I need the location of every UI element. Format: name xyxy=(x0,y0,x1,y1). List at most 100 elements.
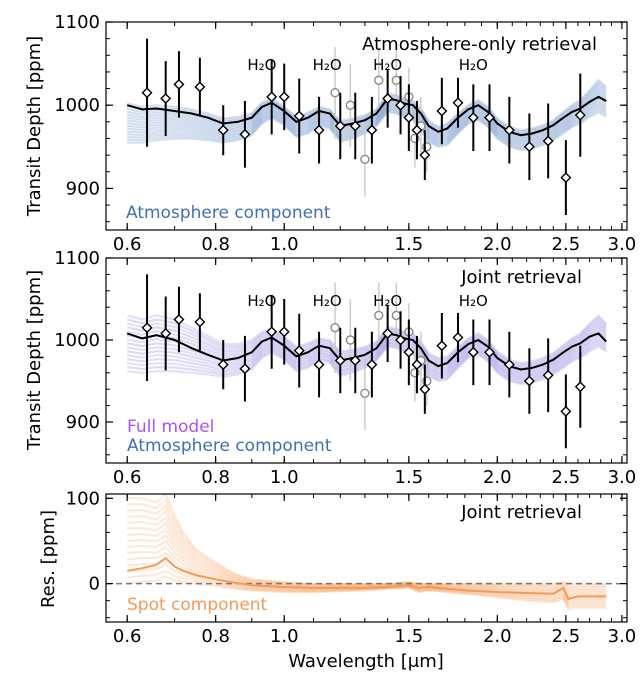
x-tick-label: 0.6 xyxy=(113,234,142,255)
x-tick-label: 2.5 xyxy=(552,626,581,647)
x-tick-label: 0.8 xyxy=(201,626,230,647)
data-point xyxy=(436,340,448,352)
model-sample-curve xyxy=(127,504,607,589)
x-tick-label: 3.0 xyxy=(608,234,637,255)
data-point xyxy=(452,332,464,344)
data-point xyxy=(345,100,356,110)
data-point xyxy=(467,346,479,358)
data-point xyxy=(293,345,305,357)
model-sample-curve xyxy=(127,563,607,607)
model-sample-curve xyxy=(127,569,607,609)
model-sample-curve xyxy=(127,522,607,594)
y-ticks: 900 1000 1100 xyxy=(54,12,627,223)
h2o-label: H₂O xyxy=(247,56,276,74)
data-point xyxy=(293,110,305,122)
x-tick-label: 2.0 xyxy=(483,626,512,647)
y-tick-label: 1000 xyxy=(54,330,100,351)
data-point xyxy=(334,355,346,366)
observed-data-points xyxy=(141,274,586,449)
data-point xyxy=(419,149,431,161)
data-point xyxy=(366,359,378,371)
data-point xyxy=(560,172,572,184)
best-fit-line xyxy=(127,556,607,601)
plot-frame xyxy=(105,21,628,231)
data-point xyxy=(349,120,361,132)
data-point xyxy=(542,135,554,147)
data-point xyxy=(395,334,407,346)
y-tick-label: 900 xyxy=(66,412,100,433)
x-ticks: 0.6 0.8 1.0 1.5 2.0 2.5 3.0 xyxy=(113,494,636,647)
x-tick-label: 1.5 xyxy=(395,234,424,255)
x-tick-label: 1.5 xyxy=(395,626,424,647)
h2o-label: H₂O xyxy=(373,292,402,310)
x-tick-label: 0.8 xyxy=(201,234,230,255)
data-point xyxy=(403,346,415,358)
data-point xyxy=(266,326,278,338)
y-axis-label: Transit Depth [ppm] xyxy=(24,270,45,451)
data-point xyxy=(484,346,495,358)
h2o-label: H₂O xyxy=(459,292,488,310)
data-point xyxy=(160,327,172,339)
data-point xyxy=(395,99,407,111)
x-tick-label: 0.8 xyxy=(201,467,230,488)
x-ticks: 0.6 0.8 1.0 1.5 2.0 2.5 3.0 xyxy=(113,258,636,488)
y-axis-label: Transit Depth [ppm] xyxy=(24,36,45,217)
legend-spot-component: Spot component xyxy=(127,595,268,615)
data-point xyxy=(503,359,515,371)
y-tick-label: 900 xyxy=(66,178,100,199)
h2o-labels: H₂O H₂O H₂O H₂O xyxy=(247,56,488,74)
y-tick-label: 1100 xyxy=(54,12,100,33)
y-tick-label: 1000 xyxy=(54,95,100,116)
data-point xyxy=(349,355,361,366)
x-tick-label: 0.6 xyxy=(113,467,142,488)
data-point xyxy=(560,405,572,417)
data-point xyxy=(374,75,384,85)
data-point xyxy=(484,112,495,124)
y-ticks: 900 1000 1100 xyxy=(54,248,627,456)
data-point xyxy=(334,120,346,132)
data-point xyxy=(382,93,394,105)
y-ticks: 0 100 xyxy=(66,488,627,619)
data-point xyxy=(542,369,554,381)
x-tick-label: 3.0 xyxy=(608,626,637,647)
data-point xyxy=(503,124,515,136)
y-tick-label: 0 xyxy=(89,574,100,595)
observed-data-points xyxy=(141,38,586,216)
data-point xyxy=(173,78,185,90)
data-point xyxy=(313,359,325,371)
data-point xyxy=(360,388,370,398)
x-tick-label: 2.0 xyxy=(483,467,512,488)
x-axis-label: Wavelength [μm] xyxy=(288,651,444,672)
plot-frame xyxy=(105,493,628,623)
data-point xyxy=(411,359,423,371)
y-tick-label: 1100 xyxy=(54,248,100,269)
data-point xyxy=(278,91,290,103)
h2o-label: H₂O xyxy=(459,56,488,74)
data-point xyxy=(194,316,206,328)
y-axis-label: Res. [ppm] xyxy=(38,510,59,608)
data-point xyxy=(411,124,423,136)
legend-atmosphere-component: Atmosphere component xyxy=(126,203,331,223)
data-point xyxy=(419,383,431,395)
h2o-label: H₂O xyxy=(373,56,402,74)
data-point xyxy=(141,87,153,99)
data-point xyxy=(330,88,340,98)
h2o-label: H₂O xyxy=(313,56,342,74)
panel-label: Joint retrieval xyxy=(460,502,582,523)
plot-frame xyxy=(105,257,628,464)
data-point xyxy=(141,322,153,334)
x-tick-label: 2.0 xyxy=(483,234,512,255)
data-point xyxy=(239,363,251,375)
h2o-label: H₂O xyxy=(313,292,342,310)
data-point xyxy=(217,359,229,371)
data-point xyxy=(391,75,402,85)
data-point xyxy=(436,105,448,117)
x-tick-label: 1.5 xyxy=(395,467,424,488)
data-point xyxy=(160,93,172,105)
data-point xyxy=(217,124,229,136)
data-point xyxy=(330,323,340,333)
h2o-labels: H₂O H₂O H₂O H₂O xyxy=(247,292,488,310)
x-tick-label: 1.0 xyxy=(270,467,299,488)
